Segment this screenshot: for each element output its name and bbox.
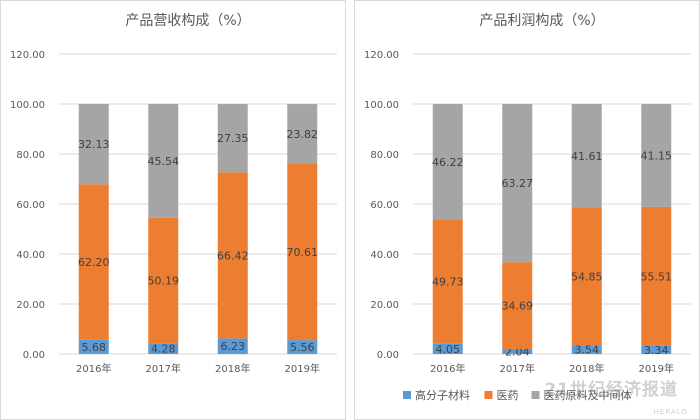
y-tick-label: 120.00 xyxy=(364,50,399,61)
x-tick-label: 2017年 xyxy=(146,362,181,375)
legend-swatch xyxy=(403,391,411,399)
data-label: 62.20 xyxy=(78,256,110,269)
bar-segment xyxy=(78,184,109,340)
bar-segment xyxy=(641,104,672,207)
y-tick-label: 40.00 xyxy=(370,250,399,261)
chart-title: 产品利润构成（%） xyxy=(479,13,604,29)
revenue-chart-panel: 产品营收构成（%） 0.00 20.00 40.00 60.00 80.00 100.00 1… xyxy=(0,0,346,420)
data-label: 50.19 xyxy=(148,275,180,288)
data-label: 3.34 xyxy=(644,344,669,357)
data-label: 23.82 xyxy=(287,128,319,141)
bar-segment xyxy=(287,340,318,354)
data-label: 6.23 xyxy=(221,340,246,353)
data-label: 63.27 xyxy=(502,177,534,190)
data-label: 70.61 xyxy=(287,246,319,259)
bar-segment xyxy=(502,348,533,354)
data-label: 27.35 xyxy=(217,132,249,145)
watermark-logo: 21世纪经济报道 xyxy=(544,380,678,400)
watermark-sub: HERALD xyxy=(653,408,688,416)
data-label: 66.42 xyxy=(217,249,249,262)
bar-segment xyxy=(148,217,179,344)
chart-legend: 高分子材料 医药 医药原料及中间体 xyxy=(403,388,632,402)
x-tick-label: 2016年 xyxy=(430,362,465,375)
bar-segment xyxy=(502,104,533,263)
y-tick-label: 80.00 xyxy=(16,150,45,161)
data-label: 45.54 xyxy=(148,155,180,168)
legend-label: 医药原料及中间体 xyxy=(544,388,632,402)
y-tick-label: 20.00 xyxy=(16,300,45,311)
y-tick-label: 80.00 xyxy=(370,150,399,161)
data-label: 54.85 xyxy=(571,271,603,284)
bar-segment xyxy=(571,345,602,354)
x-tick-label: 2019年 xyxy=(285,362,320,375)
data-label: 5.68 xyxy=(82,341,107,354)
y-tick-label: 60.00 xyxy=(370,200,399,211)
x-tick-label: 2018年 xyxy=(569,362,604,375)
y-tick-label: 100.00 xyxy=(364,100,399,111)
bar-segment xyxy=(148,103,179,218)
legend-swatch xyxy=(484,391,493,399)
x-tick-label: 2016年 xyxy=(76,362,111,375)
profit-chart-panel: 产品利润构成（%） 0.00 20.00 40.00 60.00 80.00 100.00 1… xyxy=(354,0,700,420)
data-label: 49.73 xyxy=(432,276,464,289)
data-label: 4.05 xyxy=(436,343,461,356)
y-tick-label: 100.00 xyxy=(10,100,45,111)
legend-label: 高分子材料 xyxy=(415,388,470,402)
data-label: 3.54 xyxy=(575,344,600,357)
y-tick-label: 40.00 xyxy=(16,250,45,261)
bar-segment xyxy=(78,103,109,185)
data-label: 46.22 xyxy=(432,156,464,169)
data-label: 32.13 xyxy=(78,138,110,151)
chart-title: 产品营收构成（%） xyxy=(125,13,250,29)
data-label: 55.51 xyxy=(641,270,673,283)
y-tick-label: 120.00 xyxy=(10,50,45,61)
bar-segment xyxy=(148,343,179,354)
data-label: 4.28 xyxy=(151,343,176,356)
data-label: 34.69 xyxy=(502,300,534,313)
legend-label: 医药 xyxy=(497,389,519,402)
bar-segment xyxy=(432,104,463,220)
profit-chart: 产品利润构成（%） 0.00 20.00 40.00 60.00 80.00 100.00 1… xyxy=(364,13,691,402)
y-tick-label: 20.00 xyxy=(370,300,399,311)
x-tick-label: 2019年 xyxy=(639,362,674,375)
bar-segment xyxy=(502,262,533,349)
bar-segment xyxy=(287,163,318,341)
bar-segment xyxy=(217,104,248,173)
x-tick-label: 2018年 xyxy=(215,362,250,375)
data-label: 41.61 xyxy=(571,150,603,163)
bar-segment xyxy=(571,104,602,209)
bar-segment xyxy=(217,172,248,339)
bar-segment xyxy=(432,219,463,344)
revenue-chart: 产品营收构成（%） 0.00 20.00 40.00 60.00 80.00 100.00 1… xyxy=(10,13,337,375)
y-tick-label: 60.00 xyxy=(16,200,45,211)
y-tick-label: 0.00 xyxy=(23,350,45,361)
data-label: 41.15 xyxy=(641,149,673,162)
bar-segment xyxy=(78,339,109,354)
bar-segment xyxy=(641,206,672,346)
x-tick-label: 2017年 xyxy=(500,362,535,375)
bar-segment xyxy=(571,208,602,346)
bar-segment xyxy=(432,343,463,354)
legend-swatch xyxy=(531,391,540,399)
bar-segment xyxy=(641,345,672,354)
bar-segment xyxy=(217,338,248,354)
data-label: 5.56 xyxy=(290,341,315,354)
y-tick-label: 0.00 xyxy=(377,350,399,361)
bar-segment xyxy=(287,104,318,164)
